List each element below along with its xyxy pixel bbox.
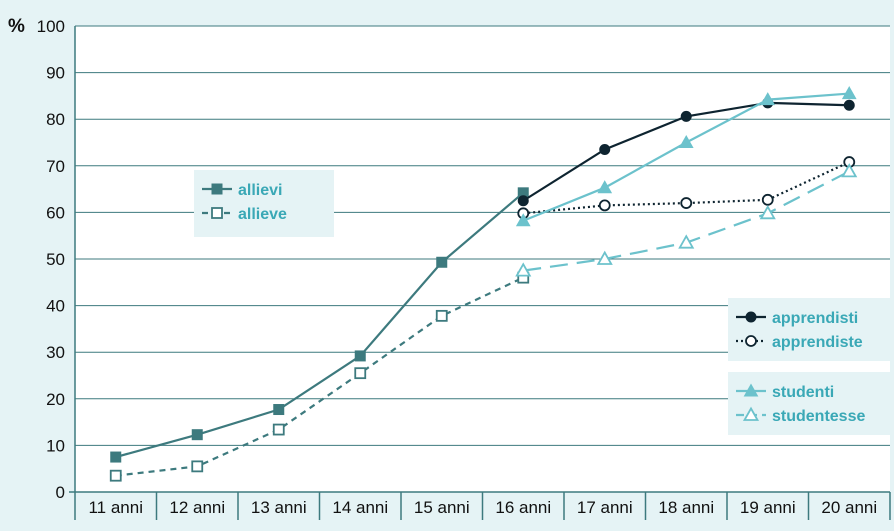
data-point	[678, 134, 694, 148]
data-point	[599, 143, 611, 155]
legend-label-allievi: allievi	[238, 182, 282, 199]
y-tick-label: 70	[46, 157, 65, 176]
legend-middle-left: allievi allieve	[194, 170, 334, 237]
x-tick-label: 19 anni	[740, 498, 796, 517]
y-tick-label: 20	[46, 390, 65, 409]
data-point	[515, 262, 532, 277]
legend-box	[194, 170, 334, 237]
axes	[69, 26, 891, 520]
legend-marker	[742, 406, 760, 421]
series-studenti	[515, 86, 857, 227]
y-tick-label: 90	[46, 64, 65, 83]
legend-label-apprendisti: apprendisti	[772, 310, 858, 327]
y-tick-label: 0	[56, 483, 65, 502]
legend-marker	[745, 311, 757, 323]
data-point	[596, 250, 613, 265]
legend-box	[728, 298, 890, 361]
x-tick-label: 20 anni	[821, 498, 877, 517]
data-point	[841, 86, 857, 100]
x-tick-label: 17 anni	[577, 498, 633, 517]
y-tick-label: 100	[37, 17, 65, 36]
x-tick-label: 11 anni	[88, 498, 143, 517]
x-tick-label: 14 anni	[332, 498, 388, 517]
data-point	[680, 197, 693, 209]
y-tick-labels: 0 10 20 30 40 50 60 70 80 90 100	[37, 17, 65, 502]
legend-label-allieve: allieve	[238, 206, 287, 223]
data-point	[354, 367, 367, 380]
data-point	[272, 423, 285, 436]
y-tick-label: 10	[46, 436, 65, 455]
x-tick-label: 12 anni	[169, 498, 225, 517]
data-point	[760, 92, 776, 106]
series-apprendisti	[517, 97, 855, 207]
data-point	[761, 193, 774, 206]
gridlines	[75, 25, 890, 493]
y-axis-unit-label: %	[8, 16, 25, 37]
data-point	[598, 199, 611, 212]
legend-right: apprendisti apprendiste	[728, 298, 890, 361]
y-tick-label: 60	[46, 203, 65, 222]
data-point	[515, 213, 531, 227]
data-point	[273, 404, 285, 416]
data-point	[759, 205, 776, 220]
legend-bottom-right: studenti studentesse	[728, 372, 890, 435]
legend-marker	[745, 335, 757, 347]
series-studentesse	[515, 163, 858, 277]
data-point	[678, 234, 695, 249]
data-point	[436, 256, 448, 268]
x-tick-labels: 11 anni 12 anni 13 anni 14 anni 15 anni 16 an…	[88, 498, 877, 517]
series-allieve	[109, 271, 530, 482]
x-tick-label: 13 anni	[251, 498, 307, 517]
y-tick-label: 50	[46, 250, 65, 269]
data-point	[191, 460, 204, 473]
legend-box	[728, 372, 890, 435]
data-point	[841, 163, 858, 178]
series-group	[109, 86, 858, 482]
series-line-allieve	[115, 276, 524, 477]
legend-marker	[211, 207, 223, 219]
legend-label-studentesse: studentesse	[772, 408, 865, 425]
data-point	[517, 195, 529, 207]
legend-marker	[743, 383, 759, 397]
y-tick-label: 80	[46, 110, 65, 129]
series-line-allievi	[115, 191, 524, 459]
data-point	[680, 110, 692, 122]
series-apprendiste	[517, 156, 856, 220]
y-tick-label: 40	[46, 297, 65, 316]
legend-label-apprendiste: apprendiste	[772, 334, 863, 351]
data-point	[109, 469, 122, 482]
legend-label-studenti: studenti	[772, 384, 834, 401]
legends: allievi allieve apprendisti apprendiste stud…	[194, 170, 890, 435]
data-point	[191, 429, 203, 441]
x-tick-label: 18 anni	[658, 498, 714, 517]
series-allievi	[110, 187, 529, 463]
data-point	[843, 99, 855, 111]
data-point	[110, 451, 122, 463]
data-point	[435, 309, 448, 322]
x-tick-label: 16 anni	[495, 498, 551, 517]
data-point	[597, 180, 613, 194]
data-point	[354, 350, 366, 362]
x-tick-label: 15 anni	[414, 498, 470, 517]
y-tick-label: 30	[46, 343, 65, 362]
legend-marker	[211, 183, 223, 195]
